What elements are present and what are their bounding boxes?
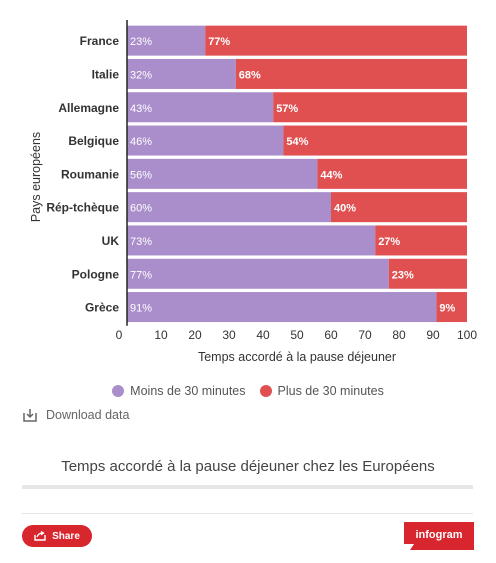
- data-label-plus-8: 9%: [439, 303, 455, 315]
- data-label-plus-7: 23%: [392, 269, 414, 281]
- bar-moins-0: [127, 25, 206, 56]
- data-label-plus-6: 27%: [378, 236, 400, 248]
- chart-legend: Moins de 30 minutes Plus de 30 minutes: [0, 384, 496, 398]
- x-tick-3: 30: [222, 328, 236, 342]
- data-label-moins-4: 56%: [130, 169, 152, 181]
- category-label-8: Grèce: [85, 301, 119, 315]
- footer-divider: [22, 513, 473, 514]
- data-label-moins-5: 60%: [130, 203, 152, 215]
- category-label-3: Belgique: [68, 134, 119, 148]
- share-button[interactable]: Share: [22, 525, 92, 547]
- x-tick-0: 0: [116, 328, 123, 342]
- category-label-2: Allemagne: [58, 101, 119, 115]
- x-tick-4: 40: [256, 328, 270, 342]
- category-label-4: Roumanie: [61, 167, 119, 181]
- data-label-plus-1: 68%: [239, 69, 261, 81]
- download-data-link[interactable]: Download data: [22, 407, 129, 423]
- download-icon: [23, 409, 37, 422]
- bar-plus-0: [205, 25, 467, 56]
- bar-plus-1: [235, 58, 467, 89]
- data-label-plus-2: 57%: [276, 103, 298, 115]
- data-label-plus-5: 40%: [334, 203, 356, 215]
- data-label-plus-0: 77%: [208, 36, 230, 48]
- infogram-logo-shape: [404, 522, 474, 550]
- stacked-bar-chart: 23% 77% France 32% 68% Italie 43% 57% Allemagne 4…: [29, 20, 477, 364]
- data-label-moins-1: 32%: [130, 69, 152, 81]
- x-tick-5: 50: [290, 328, 304, 342]
- data-label-moins-8: 91%: [130, 303, 152, 315]
- bar-moins-7: [127, 258, 389, 289]
- category-label-7: Pologne: [72, 267, 120, 281]
- bar-plus-4: [317, 158, 467, 189]
- x-tick-9: 90: [426, 328, 440, 342]
- bar-moins-1: [127, 58, 236, 89]
- data-label-moins-0: 23%: [130, 36, 152, 48]
- share-label: Share: [52, 530, 80, 542]
- bar-moins-2: [127, 92, 274, 123]
- bar-moins-5: [127, 192, 331, 223]
- download-label: Download data: [46, 408, 130, 422]
- category-label-0: France: [80, 34, 120, 48]
- data-label-moins-7: 77%: [130, 269, 152, 281]
- x-tick-6: 60: [324, 328, 338, 342]
- legend-label-plus: Plus de 30 minutes: [277, 384, 384, 398]
- category-label-6: UK: [102, 234, 120, 248]
- legend-swatch-moins: [112, 385, 125, 397]
- share-icon: [34, 531, 46, 541]
- x-tick-8: 80: [392, 328, 406, 342]
- x-tick-10: 100: [457, 328, 477, 342]
- x-tick-2: 20: [188, 328, 202, 342]
- legend-swatch-plus: [259, 385, 272, 397]
- category-label-1: Italie: [92, 67, 120, 81]
- bar-plus-6: [375, 225, 467, 256]
- bar-plus-5: [331, 192, 467, 223]
- bar-plus-7: [388, 258, 467, 289]
- data-label-plus-3: 54%: [286, 136, 308, 148]
- infogram-logo[interactable]: infogram: [415, 529, 463, 541]
- category-label-5: Rép-tchèque: [46, 201, 119, 215]
- chart-caption: Temps accordé à la pause déjeuner chez l…: [61, 458, 435, 475]
- bar-moins-3: [127, 125, 284, 156]
- bar-moins-4: [127, 158, 318, 189]
- caption-divider: [22, 485, 473, 489]
- bar-plus-8: [436, 292, 467, 323]
- bar-moins-8: [127, 292, 437, 323]
- y-axis-title: Pays européens: [29, 132, 43, 222]
- bar-plus-2: [273, 92, 467, 123]
- data-label-moins-2: 43%: [130, 103, 152, 115]
- bar-moins-6: [127, 225, 376, 256]
- x-tick-1: 10: [154, 328, 168, 342]
- x-axis-title: Temps accordé à la pause déjeuner: [198, 350, 396, 364]
- data-label-moins-3: 46%: [130, 136, 152, 148]
- legend-label-moins: Moins de 30 minutes: [130, 384, 246, 398]
- legend-item-plus[interactable]: Plus de 30 minutes: [259, 384, 384, 398]
- data-label-moins-6: 73%: [130, 236, 152, 248]
- legend-item-moins[interactable]: Moins de 30 minutes: [112, 384, 246, 398]
- bar-plus-3: [283, 125, 467, 156]
- x-tick-7: 70: [358, 328, 372, 342]
- data-label-plus-4: 44%: [320, 169, 342, 181]
